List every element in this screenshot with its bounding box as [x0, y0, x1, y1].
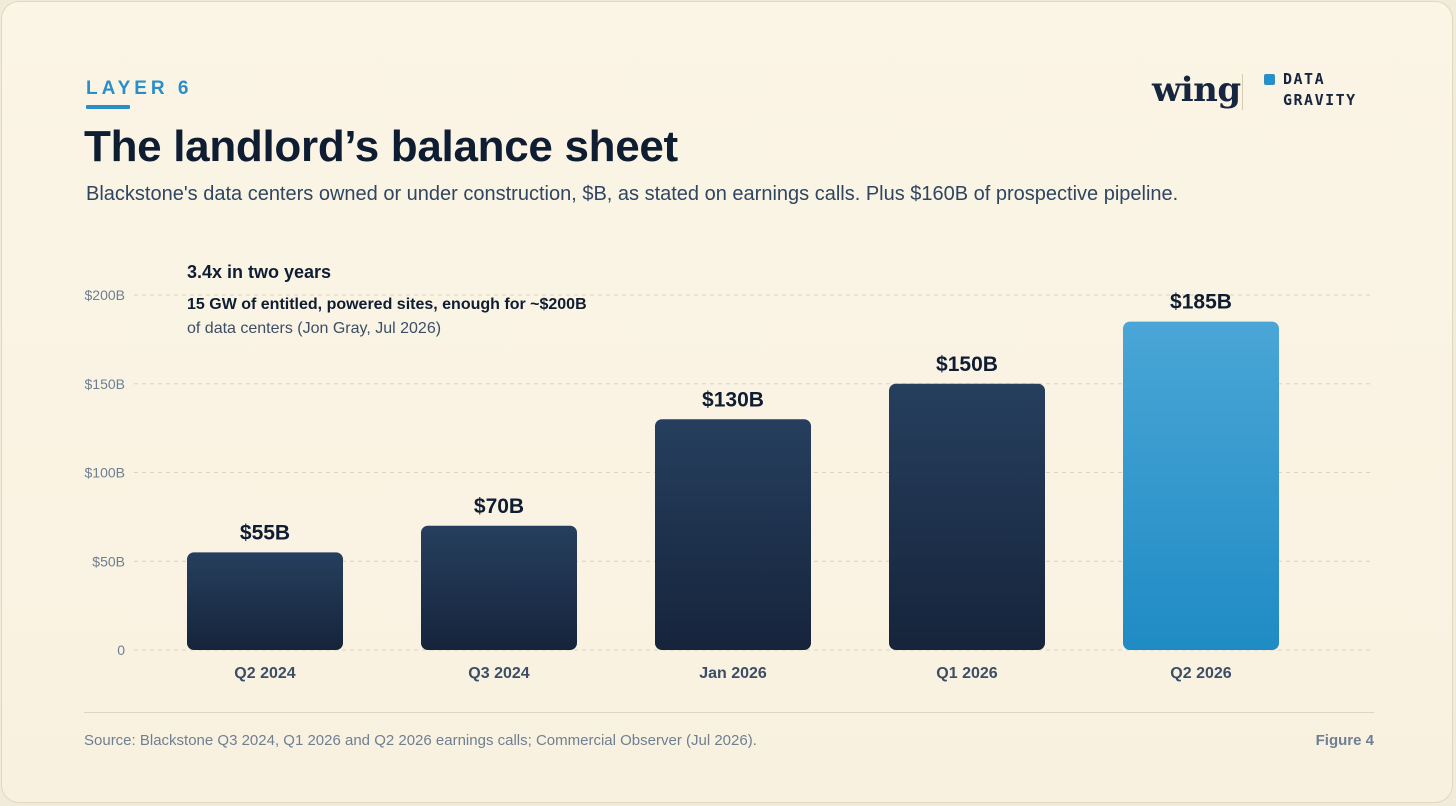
y-tick-label: $50B — [92, 553, 125, 569]
figure-number: Figure 4 — [1315, 732, 1374, 749]
bar — [889, 383, 1045, 650]
x-tick-label: Q1 2026 — [936, 665, 997, 682]
bar-value-label: $185B — [1170, 291, 1232, 314]
chart-subtitle: Blackstone's data centers owned or under… — [86, 183, 1179, 205]
y-tick-label: 0 — [117, 642, 125, 658]
layer-label: LAYER 6 — [86, 78, 193, 99]
y-tick-label: $100B — [85, 465, 125, 481]
layer-underline — [86, 105, 130, 109]
bar-value-label: $55B — [240, 521, 290, 544]
bars — [187, 321, 1279, 650]
brand-logo: wing DATA GRAVITY — [1150, 66, 1380, 114]
brand-tagline-line2: GRAVITY — [1283, 91, 1357, 109]
footer-divider — [84, 712, 1374, 713]
annotation-body-rest: of data centers (Jon Gray, Jul 2026) — [187, 320, 442, 337]
annotation-body: 15 GW of entitled, powered sites, enough… — [187, 293, 587, 341]
bar — [655, 419, 811, 650]
x-tick-label: Q3 2024 — [468, 665, 529, 682]
brand-tagline-line1: DATA — [1283, 70, 1326, 88]
bar-value-label: $70B — [474, 495, 524, 518]
brand-divider — [1242, 74, 1243, 110]
wing-wordmark: wing — [1152, 70, 1241, 110]
annotation-headline: 3.4x in two years — [187, 262, 332, 282]
x-tick-label: Q2 2024 — [234, 665, 295, 682]
x-tick-label: Q2 2026 — [1170, 665, 1231, 682]
y-axis-ticks: 0 $50B $100B $150B $200B — [85, 287, 126, 658]
bar-value-label: $150B — [936, 353, 998, 376]
bar — [187, 552, 343, 650]
source-note: Source: Blackstone Q3 2024, Q1 2026 and … — [84, 732, 757, 749]
brand-square-icon — [1264, 74, 1275, 85]
bar-value-label: $130B — [702, 388, 764, 411]
chart-title: The landlord’s balance sheet — [84, 122, 678, 171]
bar — [1123, 321, 1279, 650]
bar — [421, 525, 577, 650]
annotation-body-strong: 15 GW of entitled, powered sites, enough… — [187, 296, 587, 313]
brand-tagline: DATA GRAVITY — [1283, 69, 1357, 111]
x-axis-ticks: Q2 2024 Q3 2024 Jan 2026 Q1 2026 Q2 2026 — [234, 665, 1231, 682]
x-tick-label: Jan 2026 — [699, 665, 767, 682]
y-tick-label: $150B — [85, 376, 125, 392]
chart-annotation: 3.4x in two years 15 GW of entitled, pow… — [187, 262, 587, 341]
y-tick-label: $200B — [85, 287, 125, 303]
value-labels: $55B $70B $130B $150B $185B — [240, 291, 1232, 545]
